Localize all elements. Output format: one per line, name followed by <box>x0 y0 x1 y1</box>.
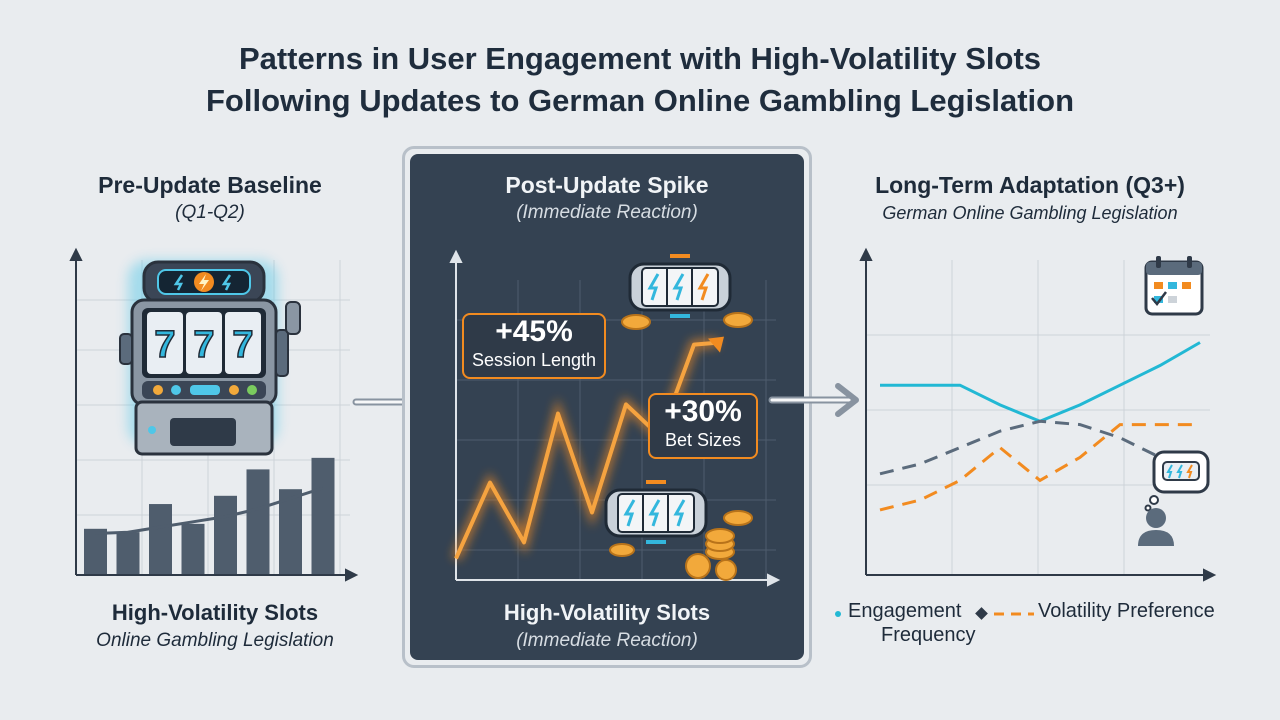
bar-4 <box>181 523 205 575</box>
center-panel-title: Post-Update Spike <box>505 172 709 198</box>
right-line-chart <box>859 247 1217 582</box>
callout-session-length: +45% Session Length <box>462 313 606 379</box>
legend-engagement-label: Engagement <box>848 600 962 622</box>
right-chart-legend: Engagement Frequency Volatility Preferen… <box>832 600 1252 654</box>
main-title: Patterns in User Engagement with High-Vo… <box>0 38 1280 122</box>
left-panel-subtitle: (Q1-Q2) <box>175 202 245 223</box>
bar-2 <box>116 532 140 575</box>
right-axes <box>859 247 1217 582</box>
bar-6 <box>246 469 270 575</box>
center-footer-title: High-Volatility Slots <box>503 600 711 625</box>
slot-reel-icon <box>604 480 708 544</box>
left-trend-line <box>95 486 324 535</box>
series-line-volatility-preference <box>879 423 1200 512</box>
bar-3 <box>149 504 172 575</box>
legend-volatility-label: Volatility Preference <box>1038 600 1215 622</box>
calendar-icon <box>1144 256 1204 316</box>
bet-sizes-value: +30% <box>664 395 742 428</box>
coin-icon <box>609 312 753 581</box>
series-line-frequency <box>879 419 1201 476</box>
center-spike-chart <box>449 249 781 587</box>
bar-1 <box>84 528 107 575</box>
callout-bet-sizes: +30% Bet Sizes <box>648 393 758 459</box>
left-panel-title: Pre-Update Baseline <box>98 172 322 198</box>
spike-arrowhead <box>708 336 724 353</box>
legend-volatility-swatch <box>994 612 1034 616</box>
left-bar-chart <box>69 247 359 582</box>
right-panel-title: Long-Term Adaptation (Q3+) <box>875 172 1185 198</box>
left-panel-header: Pre-Update Baseline (Q1-Q2) <box>60 170 360 226</box>
left-panel-footer: High-Volatility Slots Online Gambling Le… <box>60 598 370 654</box>
slot-machine-icon: 7 7 7 <box>119 260 301 456</box>
reel-symbol-1: 7 <box>154 324 175 366</box>
title-line-2: Following Updates to German Online Gambl… <box>205 83 1075 118</box>
session-length-value: +45% <box>495 315 573 348</box>
bar-8 <box>311 457 335 575</box>
center-axes <box>449 249 781 587</box>
left-footer-subtitle: Online Gambling Legislation <box>96 630 334 651</box>
legend-frequency-label: Frequency <box>881 624 976 646</box>
right-panel-subtitle: German Online Gambling Legislation <box>882 203 1178 223</box>
legend-engagement-swatch <box>835 611 841 617</box>
bar-5 <box>214 495 237 575</box>
center-panel-header: Post-Update Spike (Immediate Reaction) <box>410 170 804 226</box>
legend-frequency-swatch <box>975 607 988 620</box>
bar-7 <box>279 489 302 575</box>
series-line-engagement <box>880 341 1201 423</box>
spike-line <box>454 340 719 560</box>
title-line-1: Patterns in User Engagement with High-Vo… <box>238 41 1042 76</box>
bet-sizes-label: Bet Sizes <box>664 430 742 450</box>
reel-symbol-3: 7 <box>232 324 253 366</box>
arrow-right-icon <box>768 383 859 417</box>
slot-reel-icon <box>628 254 732 318</box>
center-footer-subtitle: (Immediate Reaction) <box>516 630 698 651</box>
right-panel-header: Long-Term Adaptation (Q3+) German Online… <box>840 170 1220 226</box>
center-panel-footer: High-Volatility Slots (Immediate Reactio… <box>410 598 804 654</box>
user-thought-icon <box>1138 450 1210 546</box>
session-length-label: Session Length <box>471 350 597 370</box>
center-panel-subtitle: (Immediate Reaction) <box>516 202 698 223</box>
left-axes <box>69 247 359 582</box>
left-footer-title: High-Volatility Slots <box>111 600 319 625</box>
reel-symbol-2: 7 <box>193 324 214 366</box>
